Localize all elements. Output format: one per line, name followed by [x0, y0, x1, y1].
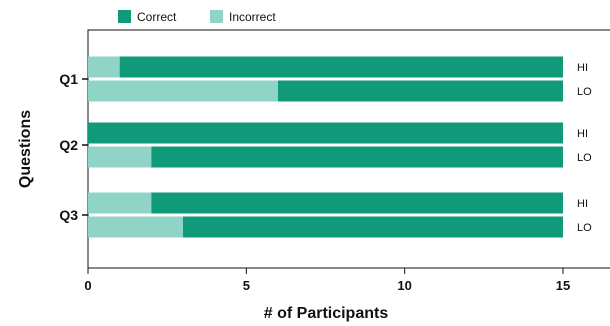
bar-q2-lo-correct	[151, 146, 564, 168]
legend-swatch	[210, 10, 223, 23]
legend-item-correct: Correct	[118, 10, 177, 24]
bar-q3-hi-correct	[151, 192, 564, 214]
bar-q3-lo-correct	[183, 216, 563, 238]
bar-q1-hi-correct	[119, 56, 564, 78]
group-label-q3-hi: HI	[577, 198, 588, 210]
group-label-q3-lo: LO	[577, 222, 592, 234]
x-tick-label: 5	[243, 278, 250, 293]
bar-q2-hi-correct	[88, 122, 563, 144]
legend-label: Correct	[137, 10, 177, 24]
group-label-q2-lo: LO	[577, 152, 592, 164]
x-tick-label: 0	[84, 278, 91, 293]
legend-item-incorrect: Incorrect	[210, 10, 276, 24]
x-axis-title: # of Participants	[264, 305, 389, 322]
group-label-q1-lo: LO	[577, 86, 592, 98]
bars: HI LO HI LO HI LO	[88, 56, 592, 238]
x-tick-label: 15	[556, 278, 570, 293]
legend-swatch	[118, 10, 131, 23]
x-tick-label: 10	[397, 278, 411, 293]
bar-q3-lo-incorrect	[88, 216, 183, 238]
category-label-q2: Q2	[59, 137, 78, 153]
legend: Correct Incorrect	[118, 10, 276, 24]
category-label-q3: Q3	[59, 207, 78, 223]
bar-q1-lo-incorrect	[88, 80, 278, 102]
y-axis-title: Questions	[17, 110, 34, 188]
category-ticks: Q1 Q2 Q3	[59, 71, 88, 223]
category-label-q1: Q1	[59, 71, 78, 87]
bar-q1-hi-incorrect	[88, 56, 120, 78]
group-label-q2-hi: HI	[577, 128, 588, 140]
legend-label: Incorrect	[229, 10, 276, 24]
bar-q1-lo-correct	[278, 80, 563, 102]
bar-q2-lo-incorrect	[88, 146, 152, 168]
group-label-q1-hi: HI	[577, 62, 588, 74]
bar-q3-hi-incorrect	[88, 192, 152, 214]
x-axis-ticks: 0 5 10 15	[84, 268, 570, 293]
